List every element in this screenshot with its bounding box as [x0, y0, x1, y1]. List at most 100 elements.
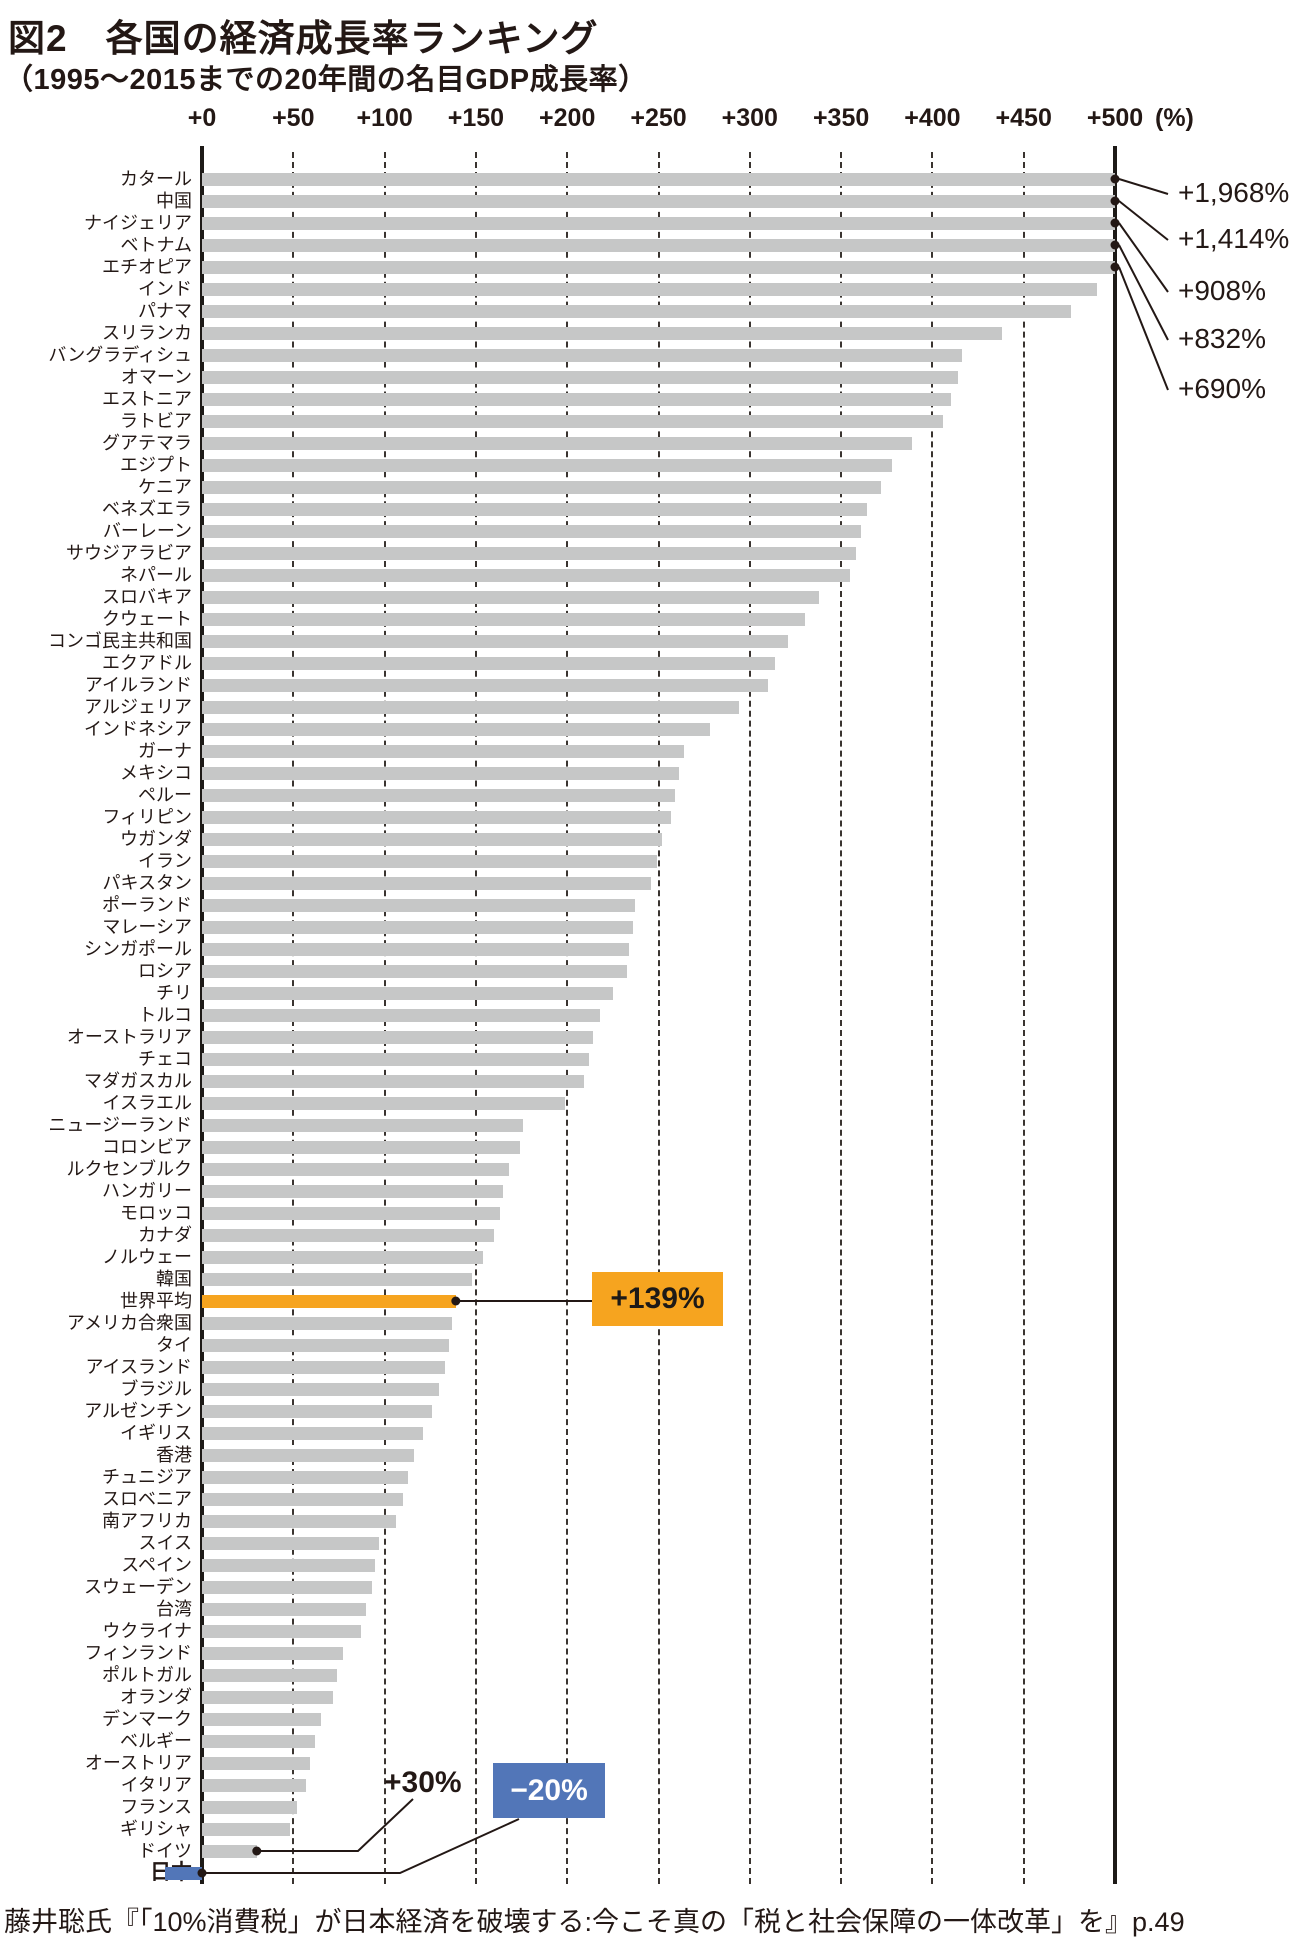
x-axis-tick-label: +500 — [1086, 104, 1144, 132]
country-label: ウガンダ — [120, 829, 192, 849]
country-bar — [202, 458, 893, 472]
country-bar — [202, 1844, 257, 1858]
axis-end-line — [1113, 146, 1117, 1884]
country-label: オマーン — [120, 367, 192, 387]
country-bar — [202, 480, 882, 494]
country-label: デンマーク — [102, 1709, 192, 1729]
overflow-callout-label: +690% — [1178, 373, 1266, 404]
country-bar — [202, 1822, 290, 1836]
country-label: ノルウェー — [102, 1247, 192, 1267]
country-label: チュニジア — [102, 1467, 192, 1487]
country-label: ネパール — [120, 565, 192, 585]
country-label: ニュージーランド — [48, 1115, 192, 1135]
country-bar — [202, 1316, 453, 1330]
country-label: サウジアラビア — [66, 543, 192, 563]
country-label: パナマ — [138, 301, 192, 321]
country-label: ケニア — [138, 477, 192, 497]
germany-callout-text: +30% — [384, 1766, 462, 1799]
country-bar — [202, 524, 862, 538]
country-bar — [202, 1536, 380, 1550]
x-axis-tick-label: +200 — [539, 104, 596, 132]
country-bar — [202, 1580, 372, 1594]
country-label: カナダ — [138, 1225, 192, 1245]
country-label: エストニア — [102, 389, 192, 409]
country-label: パキスタン — [102, 873, 192, 893]
country-label: エクアドル — [102, 653, 192, 673]
country-bar — [202, 260, 1115, 274]
country-bar — [202, 898, 635, 912]
country-bar — [202, 1602, 367, 1616]
country-bar — [202, 370, 958, 384]
country-bar — [202, 194, 1115, 208]
country-label: ペルー — [138, 785, 192, 805]
x-axis-tick-label: +100 — [356, 104, 413, 132]
country-bar — [202, 1096, 566, 1110]
country-label: アメリカ合衆国 — [66, 1313, 192, 1333]
country-label: エジプト — [120, 455, 192, 475]
country-label: カタール — [120, 169, 192, 189]
country-bar — [202, 502, 867, 516]
country-label: スリランカ — [102, 323, 192, 343]
country-bar — [202, 788, 675, 802]
country-label: メキシコ — [120, 763, 192, 783]
country-bar — [202, 1294, 456, 1308]
country-label: 台湾 — [156, 1599, 192, 1619]
country-bar — [202, 1514, 396, 1528]
country-label: タイ — [156, 1335, 192, 1355]
country-label: スロバキア — [102, 587, 192, 607]
country-bar — [202, 744, 685, 758]
country-label: オーストリア — [84, 1753, 192, 1773]
country-label: ポルトガル — [102, 1665, 192, 1685]
country-bar — [202, 216, 1115, 230]
country-label: マレーシア — [102, 917, 192, 937]
country-bar — [202, 1338, 449, 1352]
country-label: ルクセンブルク — [66, 1159, 192, 1179]
country-bar — [202, 1140, 520, 1154]
country-label: フィリピン — [102, 807, 192, 827]
country-label: イラン — [138, 851, 192, 871]
country-bar — [202, 1690, 334, 1704]
country-bar — [202, 942, 630, 956]
country-label: フランス — [120, 1797, 192, 1817]
country-bar — [202, 1800, 297, 1814]
gridline — [748, 152, 751, 1884]
country-label: ラトビア — [120, 411, 192, 431]
country-label: ナイジェリア — [84, 213, 192, 233]
world-average-callout-box: +139% — [592, 1272, 723, 1326]
country-bar — [202, 986, 613, 1000]
country-bar — [202, 634, 789, 648]
country-bar — [202, 304, 1072, 318]
country-bar — [202, 1272, 473, 1286]
country-bar — [202, 1052, 590, 1066]
country-bar — [202, 700, 739, 714]
country-bar — [202, 1404, 433, 1418]
country-label: コンゴ民主共和国 — [48, 631, 192, 651]
country-label: アルゼンチン — [84, 1401, 192, 1421]
country-bar — [202, 1558, 376, 1572]
country-bar — [202, 722, 710, 736]
figure-subtitle: （1995～2015までの20年間の名目GDP成長率） — [4, 64, 648, 96]
country-bar — [202, 1712, 321, 1726]
country-bar — [202, 656, 776, 670]
x-axis-tick-label: +350 — [812, 104, 870, 132]
country-label: コロンビア — [102, 1137, 192, 1157]
country-bar — [202, 964, 628, 978]
country-bar — [202, 436, 913, 450]
country-label: 日本 — [0, 1861, 192, 1885]
country-label: ベネズエラ — [102, 499, 192, 519]
country-bar — [202, 392, 951, 406]
country-bar — [202, 414, 944, 428]
country-bar — [202, 1382, 440, 1396]
country-label: バングラディシュ — [48, 345, 192, 365]
x-axis-tick-label: +300 — [721, 104, 778, 132]
country-label: スイス — [138, 1533, 192, 1553]
gridline — [657, 152, 660, 1884]
country-label: モロッコ — [120, 1203, 192, 1223]
country-bar — [202, 1646, 343, 1660]
country-bar — [202, 1734, 316, 1748]
country-bar — [202, 1668, 338, 1682]
country-label: 中国 — [156, 191, 192, 211]
country-label: チリ — [156, 983, 192, 1003]
country-label: ガーナ — [138, 741, 192, 761]
